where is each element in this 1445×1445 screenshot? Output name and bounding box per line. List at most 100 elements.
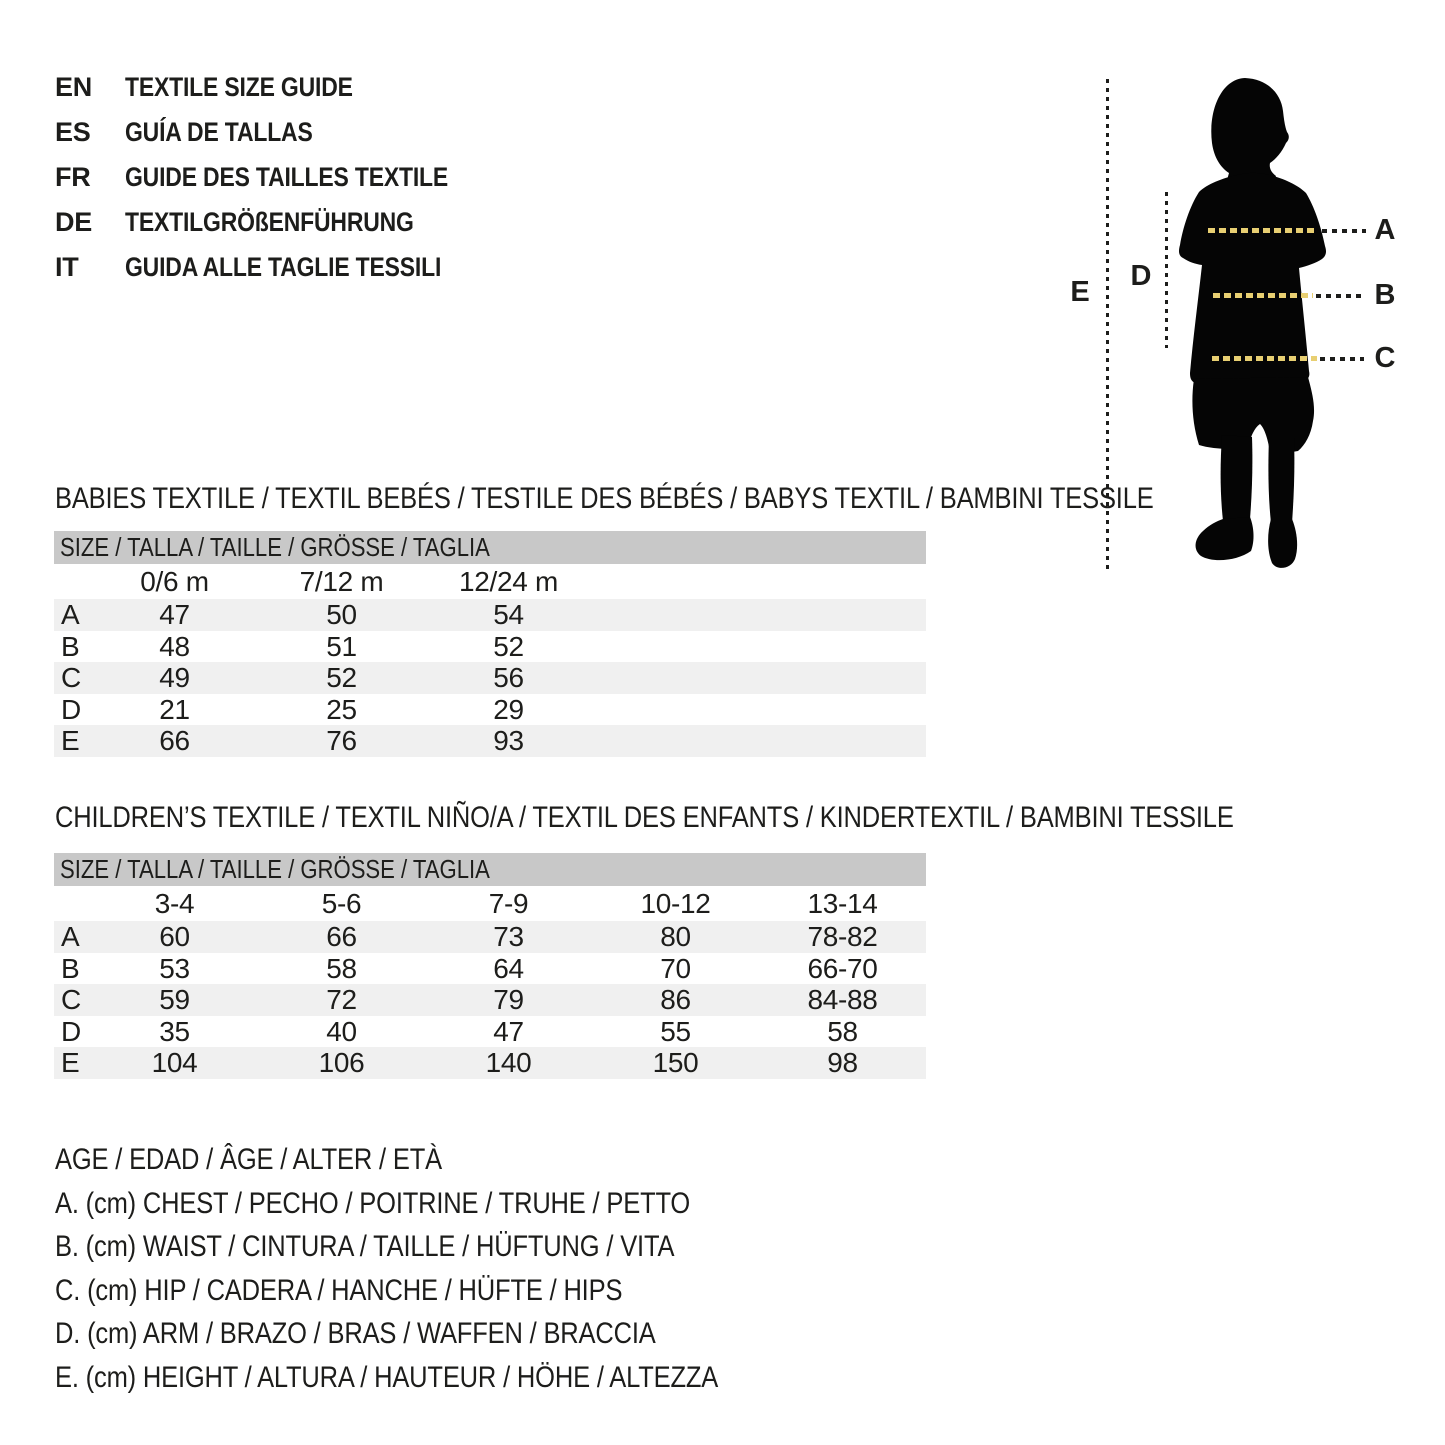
table-cell: 54	[493, 599, 524, 630]
language-title: GUIDE DES TAILLES TEXTILE	[125, 162, 449, 192]
legend-line-arm: D. (cm) ARM / BRAZO / BRAS / WAFFEN / BR…	[55, 1317, 656, 1350]
language-title: TEXTILGRÖßENFÜHRUNG	[125, 207, 414, 237]
silhouette-right-shoe	[1268, 519, 1298, 568]
row-label: B	[61, 952, 80, 984]
language-code: ES	[55, 117, 91, 147]
row-label: D	[61, 693, 81, 725]
table-cell: 40	[326, 1015, 357, 1047]
table-cell: 47	[493, 1015, 524, 1047]
row-label: A	[61, 921, 80, 952]
row-label: B	[61, 630, 80, 662]
table-column-header-row: 3-4 5-6 7-9 10-12 13-14	[54, 886, 926, 921]
table-cell: 52	[493, 630, 524, 662]
silhouette-shirt	[1179, 172, 1326, 389]
language-title: TEXTILE SIZE GUIDE	[125, 72, 353, 102]
table-cell: 104	[151, 1047, 198, 1078]
legend-line-chest: A. (cm) CHEST / PECHO / POITRINE / TRUHE…	[55, 1186, 691, 1220]
column-header: 0/6 m	[140, 566, 209, 597]
babies-size-table: SIZE / TALLA / TAILLE / GRÖSSE / TAGLIA …	[54, 531, 926, 757]
legend-line-height: E. (cm) HEIGHT / ALTURA / HAUTEUR / HÖHE…	[55, 1360, 719, 1394]
table-cell: 29	[493, 693, 524, 725]
table-row: B 48 51 52	[54, 631, 926, 663]
table-cell: 58	[827, 1015, 858, 1047]
chest-measure-line-yellow	[1208, 228, 1318, 233]
table-cell: 84-88	[807, 984, 878, 1015]
table-cell: 21	[159, 693, 190, 725]
table-column-header-row: 0/6 m 7/12 m 12/24 m	[54, 564, 926, 599]
silhouette-right-leg	[1268, 437, 1295, 523]
language-title-block: EN TEXTILE SIZE GUIDE ES GUÍA DE TALLAS FR…	[55, 65, 505, 290]
language-row-it: IT GUIDA ALLE TAGLIE TESSILI	[55, 245, 505, 290]
table-cell: 73	[493, 921, 524, 952]
table-row: D 35 40 47 55 58	[54, 1016, 926, 1048]
table-cell: 56	[493, 662, 524, 693]
table-cell: 79	[493, 984, 524, 1015]
silhouette-left-leg	[1220, 435, 1253, 521]
table-cell: 66	[159, 725, 190, 756]
child-silhouette	[1179, 78, 1326, 568]
table-cell: 66-70	[807, 952, 878, 984]
column-header: 7/12 m	[299, 566, 384, 597]
column-header: 5-6	[321, 888, 362, 919]
table-cell: 140	[485, 1047, 532, 1078]
table-cell: 48	[159, 630, 190, 662]
column-header: 10-12	[640, 888, 711, 919]
table-cell: 98	[827, 1047, 858, 1078]
table-row: D 21 25 29	[54, 694, 926, 726]
table-row: A 47 50 54	[54, 599, 926, 631]
table-cell: 93	[493, 725, 524, 756]
language-title: GUIDA ALLE TAGLIE TESSILI	[125, 252, 442, 282]
column-header: 7-9	[488, 888, 529, 919]
table-cell: 70	[660, 952, 691, 984]
language-row-fr: FR GUIDE DES TAILLES TEXTILE	[55, 155, 505, 200]
table-header-bar: SIZE / TALLA / TAILLE / GRÖSSE / TAGLIA	[54, 531, 926, 564]
table-header-bar: SIZE / TALLA / TAILLE / GRÖSSE / TAGLIA	[54, 853, 926, 886]
table-row: B 53 58 64 70 66-70	[54, 953, 926, 985]
table-cell: 66	[326, 921, 357, 952]
column-header: 13-14	[807, 888, 878, 919]
silhouette-left-shoe	[1195, 517, 1254, 561]
row-label: D	[61, 1015, 81, 1047]
language-row-de: DE TEXTILGRÖßENFÜHRUNG	[55, 200, 505, 245]
language-code: EN	[55, 72, 93, 102]
language-code: FR	[55, 162, 91, 192]
row-label: E	[61, 725, 80, 756]
table-row: C 59 72 79 86 84-88	[54, 984, 926, 1016]
table-cell: 49	[159, 662, 190, 693]
table-cell: 86	[660, 984, 691, 1015]
table-cell: 64	[493, 952, 524, 984]
row-label: C	[61, 662, 81, 693]
measure-label-d: D	[1130, 260, 1152, 292]
table-cell: 50	[326, 599, 357, 630]
table-cell: 72	[326, 984, 357, 1015]
table-cell: 47	[159, 599, 190, 630]
legend-line-waist: B. (cm) WAIST / CINTURA / TAILLE / HÜFTU…	[55, 1230, 675, 1263]
table-row: C 49 52 56	[54, 662, 926, 694]
table-cell: 35	[159, 1015, 190, 1047]
table-cell: 60	[159, 921, 190, 952]
table-header-text: SIZE / TALLA / TAILLE / GRÖSSE / TAGLIA	[60, 532, 490, 562]
table-row: A 60 66 73 80 78-82	[54, 921, 926, 953]
table-cell: 106	[318, 1047, 365, 1078]
language-row-en: EN TEXTILE SIZE GUIDE	[55, 65, 505, 110]
table-cell: 78-82	[807, 921, 878, 952]
measure-label-e: E	[1070, 276, 1090, 308]
table-cell: 52	[326, 662, 357, 693]
language-code: DE	[55, 207, 93, 237]
table-row: E 66 76 93	[54, 725, 926, 757]
language-row-es: ES GUÍA DE TALLAS	[55, 110, 505, 155]
language-title: GUÍA DE TALLAS	[125, 117, 313, 147]
table-header-text: SIZE / TALLA / TAILLE / GRÖSSE / TAGLIA	[60, 854, 490, 884]
arm-measure-dotted-line	[1165, 192, 1168, 348]
row-label: E	[61, 1047, 80, 1078]
chest-measure-line-black	[1322, 229, 1366, 233]
table-cell: 76	[326, 725, 357, 756]
silhouette-head	[1211, 78, 1289, 185]
table-cell: 51	[326, 630, 357, 662]
measure-label-a: A	[1374, 214, 1396, 246]
silhouette-shorts	[1192, 377, 1315, 453]
hip-measure-line-yellow	[1212, 356, 1317, 361]
table-cell: 25	[326, 693, 357, 725]
table-cell: 58	[326, 952, 357, 984]
